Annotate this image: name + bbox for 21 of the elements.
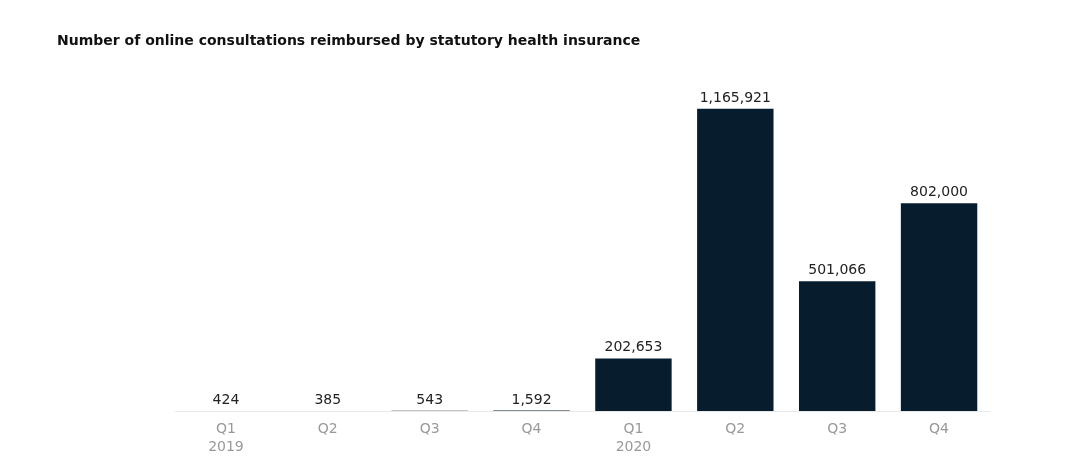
data-label: 1,165,921	[699, 88, 771, 105]
x-tick-label: Q1 2019	[208, 420, 244, 454]
x-tick-label: Q3	[827, 420, 848, 436]
x-tick-label: Q4	[521, 420, 542, 436]
x-tick-label: Q2	[317, 420, 338, 436]
x-tick-label: Q4	[929, 420, 950, 436]
data-label: 501,066	[808, 261, 867, 278]
bar	[697, 108, 774, 411]
x-tick-label: Q1 2020	[615, 420, 652, 454]
bar	[900, 203, 978, 411]
data-label: 385	[314, 390, 342, 407]
chart-title: Number of online consultations reimbursed by statutory health insurance	[57, 32, 641, 48]
data-label: 202,653	[604, 338, 663, 355]
x-tick-label: Q3	[419, 420, 440, 436]
data-label: 424	[212, 390, 240, 407]
bar	[595, 358, 672, 411]
bar	[798, 281, 876, 411]
x-tick-label: Q2	[725, 420, 746, 436]
data-label: 1,592	[511, 390, 552, 407]
data-label: 802,000	[910, 183, 969, 200]
data-label: 543	[416, 390, 444, 407]
